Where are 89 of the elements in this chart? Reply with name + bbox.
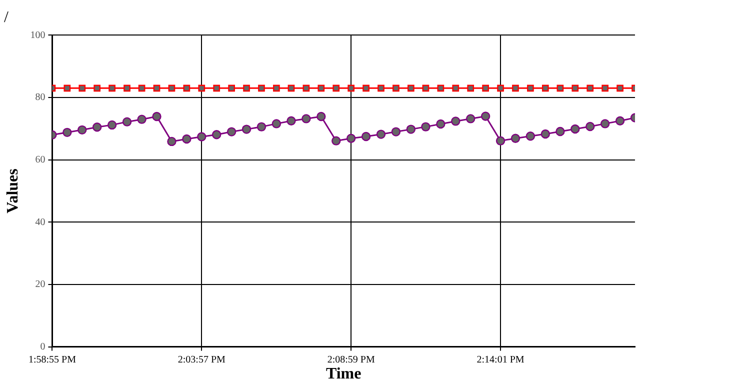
point bbox=[510, 134, 520, 143]
point bbox=[362, 84, 370, 92]
point bbox=[78, 84, 86, 92]
point bbox=[556, 84, 564, 92]
point bbox=[197, 132, 206, 142]
point bbox=[168, 84, 176, 92]
point bbox=[137, 114, 146, 124]
point bbox=[392, 84, 400, 92]
point bbox=[62, 128, 72, 138]
point bbox=[243, 84, 250, 92]
point bbox=[316, 112, 326, 122]
x-axis-title: Time bbox=[326, 366, 362, 383]
point bbox=[288, 84, 295, 92]
x-tick-label: 1:58:55 PM bbox=[28, 354, 76, 366]
point bbox=[152, 112, 162, 122]
point bbox=[602, 84, 609, 92]
point bbox=[421, 122, 430, 132]
point bbox=[198, 84, 206, 92]
point bbox=[108, 84, 116, 92]
point bbox=[318, 84, 325, 92]
point bbox=[527, 84, 534, 92]
point bbox=[182, 134, 192, 144]
y-tick-label: 80 bbox=[35, 92, 46, 104]
point bbox=[466, 114, 476, 124]
point bbox=[436, 119, 446, 129]
point bbox=[361, 132, 371, 142]
point bbox=[480, 112, 490, 121]
point bbox=[212, 130, 222, 140]
point bbox=[615, 116, 625, 126]
y-axis-title: Values bbox=[4, 168, 22, 214]
x-tick-label: 2:14:01 PM bbox=[476, 354, 524, 366]
point bbox=[183, 84, 190, 92]
y-tick-label: 100 bbox=[30, 30, 46, 41]
point bbox=[467, 84, 474, 92]
point bbox=[348, 84, 355, 92]
point bbox=[496, 136, 506, 146]
point bbox=[92, 122, 102, 132]
point bbox=[437, 84, 444, 92]
point bbox=[273, 84, 280, 92]
point bbox=[570, 124, 580, 134]
point bbox=[64, 84, 71, 92]
x-tick-label: 2:03:57 PM bbox=[178, 354, 226, 366]
point bbox=[302, 84, 310, 92]
point bbox=[256, 122, 266, 132]
point bbox=[302, 114, 311, 124]
point bbox=[512, 84, 519, 92]
point bbox=[422, 84, 430, 92]
point bbox=[616, 84, 624, 92]
point bbox=[497, 84, 504, 92]
point bbox=[526, 132, 536, 141]
chart-title: / bbox=[4, 8, 9, 26]
point bbox=[378, 84, 384, 92]
point bbox=[242, 124, 252, 134]
y-tick-label: 0 bbox=[40, 341, 46, 352]
point bbox=[586, 122, 595, 132]
point bbox=[600, 119, 610, 128]
x-tick-label: 2:08:59 PM bbox=[327, 354, 375, 366]
y-tick-label: 40 bbox=[35, 216, 46, 228]
point bbox=[542, 84, 549, 92]
point bbox=[332, 136, 341, 146]
point bbox=[451, 116, 460, 126]
point bbox=[124, 84, 130, 92]
point bbox=[391, 127, 401, 136]
point bbox=[226, 127, 236, 136]
point bbox=[78, 125, 87, 135]
point bbox=[540, 129, 550, 139]
point bbox=[376, 130, 386, 139]
point bbox=[452, 84, 460, 92]
point bbox=[406, 124, 416, 134]
point bbox=[94, 84, 101, 92]
point bbox=[408, 84, 414, 92]
y-tick-label: 20 bbox=[35, 279, 46, 290]
point bbox=[258, 84, 265, 92]
point bbox=[153, 84, 160, 92]
point bbox=[346, 134, 356, 143]
point bbox=[272, 119, 282, 128]
point bbox=[122, 117, 132, 126]
point bbox=[107, 120, 117, 130]
point bbox=[213, 84, 220, 92]
point bbox=[138, 84, 146, 92]
y-tick-label: 60 bbox=[35, 154, 46, 166]
point bbox=[286, 116, 296, 126]
point bbox=[556, 126, 565, 136]
point bbox=[332, 84, 340, 92]
point bbox=[228, 84, 235, 92]
point bbox=[167, 136, 176, 146]
point bbox=[482, 84, 489, 92]
point bbox=[572, 84, 579, 92]
point bbox=[586, 84, 594, 92]
